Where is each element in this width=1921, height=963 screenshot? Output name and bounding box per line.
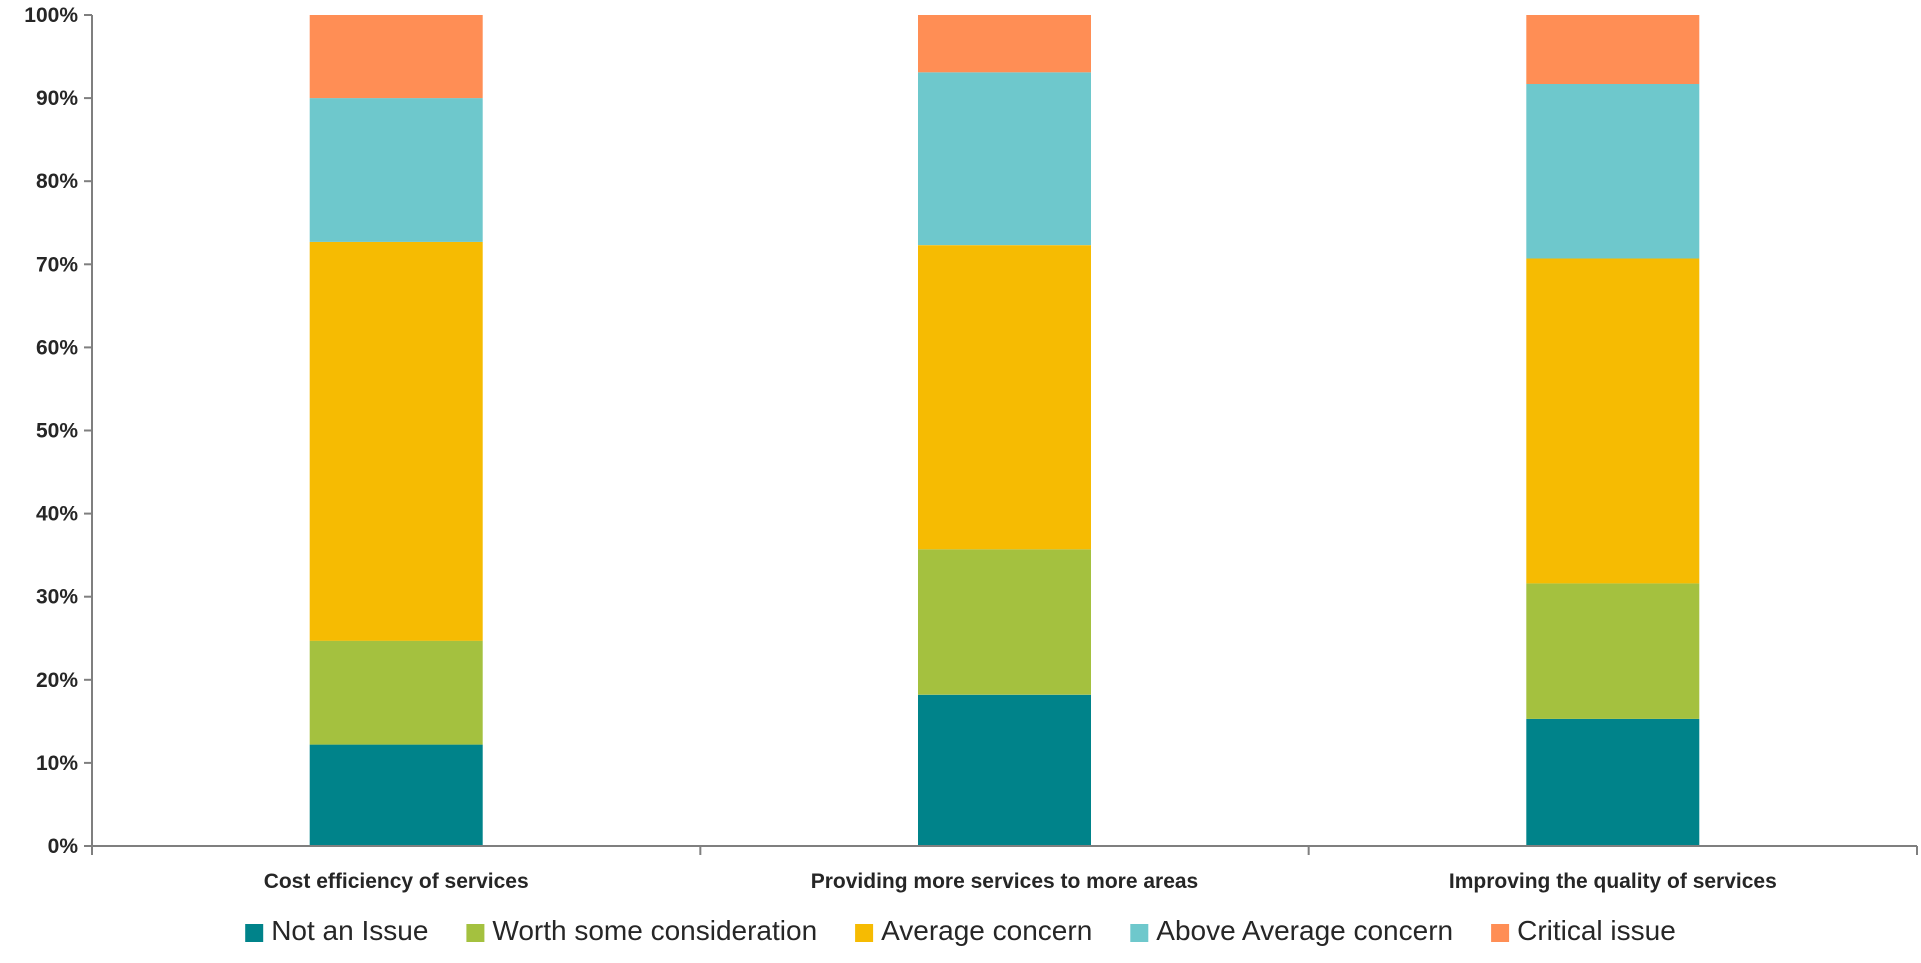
y-tick-label: 90% [36, 87, 78, 110]
y-tick-label: 20% [36, 669, 78, 692]
bar-segment [918, 549, 1091, 695]
legend-label: Average concern [881, 915, 1092, 946]
legend: Not an Issue Worth some consideration Aver… [245, 915, 1676, 946]
legend-label: Above Average concern [1156, 915, 1453, 946]
legend-item: Critical issue [1491, 915, 1676, 946]
bar-segment [309, 15, 483, 99]
legend-label: Worth some consideration [492, 915, 817, 946]
bar-segment [918, 245, 1091, 550]
bar-segment [1526, 258, 1700, 584]
legend-swatch [466, 924, 485, 942]
x-tick-label: Cost efficiency of services [264, 870, 529, 893]
legend-label: Critical issue [1517, 915, 1676, 946]
y-tick-label: 60% [36, 336, 78, 359]
legend-swatch [245, 924, 264, 942]
legend-swatch [855, 924, 874, 942]
axes: 0% 10% 20% 30% 40% 50% 60% 70% 80% 90% 100% Cost ef… [24, 4, 1918, 893]
y-tick-label: 40% [36, 503, 78, 526]
legend-item: Worth some consideration [466, 915, 817, 946]
bar-segment [309, 640, 483, 745]
bar-segment [918, 694, 1091, 846]
legend-label: Not an Issue [271, 915, 428, 946]
bar-segment [1526, 84, 1700, 259]
legend-item: Above Average concern [1130, 915, 1453, 946]
x-tick-label: Improving the quality of services [1449, 870, 1777, 893]
y-tick-label: 10% [36, 752, 78, 775]
legend-item: Average concern [855, 915, 1092, 946]
y-tick-label: 0% [48, 835, 79, 858]
bar-segment [309, 98, 483, 242]
y-tick-label: 70% [36, 253, 78, 276]
legend-item: Not an Issue [245, 915, 428, 946]
legend-swatch [1130, 924, 1149, 942]
bar-segment [1526, 583, 1700, 719]
bar-segment [1526, 718, 1700, 846]
bar-segment [918, 15, 1091, 73]
legend-swatch [1491, 924, 1510, 942]
bar-segment [309, 744, 483, 846]
bar-segment [918, 72, 1091, 246]
y-tick-label: 50% [36, 420, 78, 443]
plot-area [309, 15, 1700, 846]
bar-segment [309, 241, 483, 641]
y-tick-label: 30% [36, 586, 78, 609]
x-tick-label: Providing more services to more areas [811, 870, 1199, 893]
y-tick-label: 100% [24, 4, 78, 27]
bar-segment [1526, 15, 1700, 84]
y-tick-label: 80% [36, 170, 78, 193]
